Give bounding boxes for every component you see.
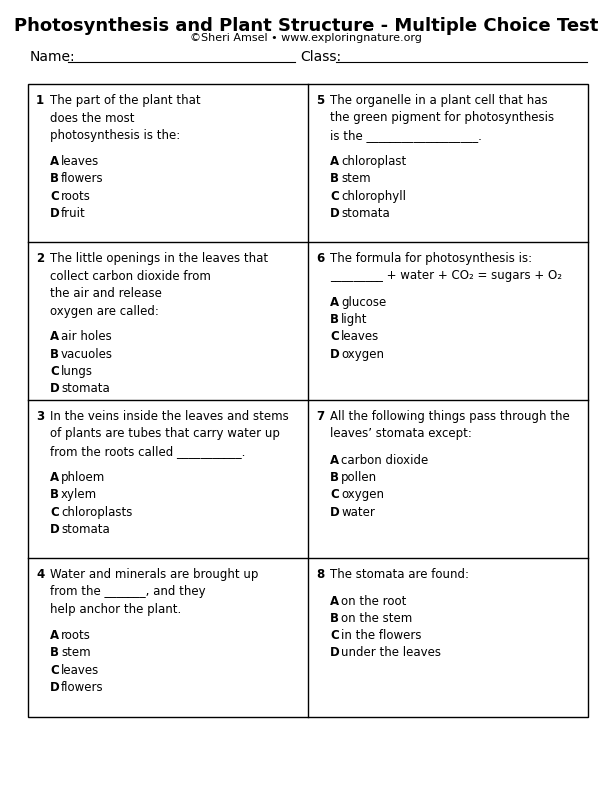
Text: flowers: flowers	[61, 173, 103, 185]
Text: roots: roots	[61, 189, 91, 203]
Text: A: A	[50, 471, 59, 485]
Text: A: A	[330, 455, 339, 467]
Text: roots: roots	[61, 630, 91, 642]
Text: A: A	[330, 155, 339, 169]
Text: B: B	[330, 471, 339, 485]
Text: on the root: on the root	[341, 595, 406, 608]
Text: In the veins inside the leaves and stems
of plants are tubes that carry water up: In the veins inside the leaves and stems…	[50, 410, 289, 458]
Text: stem: stem	[341, 173, 371, 185]
Text: stomata: stomata	[61, 523, 110, 535]
Text: leaves: leaves	[61, 664, 99, 676]
Text: leaves: leaves	[341, 330, 379, 344]
Text: leaves: leaves	[61, 155, 99, 169]
Text: 6: 6	[316, 252, 324, 265]
Text: B: B	[330, 173, 339, 185]
Text: C: C	[330, 330, 339, 344]
Text: 8: 8	[316, 568, 324, 581]
Text: on the stem: on the stem	[341, 612, 412, 625]
Text: C: C	[330, 189, 339, 203]
Text: Photosynthesis and Plant Structure - Multiple Choice Test: Photosynthesis and Plant Structure - Mul…	[14, 17, 598, 35]
Text: D: D	[50, 382, 60, 395]
Text: A: A	[50, 155, 59, 169]
Text: stem: stem	[61, 646, 91, 660]
Text: C: C	[330, 630, 339, 642]
Text: D: D	[50, 207, 60, 219]
Text: 5: 5	[316, 94, 324, 107]
Text: Name:: Name:	[30, 50, 76, 64]
Text: B: B	[50, 489, 59, 501]
Text: chloroplasts: chloroplasts	[61, 505, 132, 519]
Text: fruit: fruit	[61, 207, 86, 219]
Text: A: A	[50, 330, 59, 344]
Text: All the following things pass through the
leaves’ stomata except:: All the following things pass through th…	[330, 410, 570, 440]
Text: B: B	[50, 348, 59, 360]
Text: glucose: glucose	[341, 296, 386, 309]
Text: The stomata are found:: The stomata are found:	[330, 568, 469, 581]
Text: in the flowers: in the flowers	[341, 630, 422, 642]
Text: C: C	[50, 364, 59, 378]
Text: The organelle in a plant cell that has
the green pigment for photosynthesis
is t: The organelle in a plant cell that has t…	[330, 94, 554, 142]
Text: D: D	[330, 207, 340, 219]
Text: 3: 3	[36, 410, 44, 423]
Text: flowers: flowers	[61, 680, 103, 694]
Text: D: D	[330, 348, 340, 360]
Bar	[28, 84, 588, 717]
Text: oxygen: oxygen	[341, 489, 384, 501]
Text: Class:: Class:	[300, 50, 341, 64]
Text: 7: 7	[316, 410, 324, 423]
Text: The formula for photosynthesis is:
_________ + water + CO₂ = sugars + O₂: The formula for photosynthesis is: _____…	[330, 252, 562, 283]
Text: A: A	[330, 595, 339, 608]
Text: ©Sheri Amsel • www.exploringnature.org: ©Sheri Amsel • www.exploringnature.org	[190, 33, 422, 43]
Text: xylem: xylem	[61, 489, 97, 501]
Text: stomata: stomata	[341, 207, 390, 219]
Text: The part of the plant that
does the most
photosynthesis is the:: The part of the plant that does the most…	[50, 94, 201, 142]
Text: light: light	[341, 314, 367, 326]
Text: stomata: stomata	[61, 382, 110, 395]
Text: oxygen: oxygen	[341, 348, 384, 360]
Text: B: B	[50, 173, 59, 185]
Text: 2: 2	[36, 252, 44, 265]
Text: air holes: air holes	[61, 330, 112, 344]
Text: water: water	[341, 505, 375, 519]
Text: pollen: pollen	[341, 471, 377, 485]
Text: vacuoles: vacuoles	[61, 348, 113, 360]
Text: D: D	[330, 646, 340, 660]
Text: D: D	[330, 505, 340, 519]
Text: lungs: lungs	[61, 364, 93, 378]
Text: Water and minerals are brought up
from the _______, and they
help anchor the pla: Water and minerals are brought up from t…	[50, 568, 258, 616]
Text: C: C	[50, 505, 59, 519]
Text: D: D	[50, 523, 60, 535]
Text: 1: 1	[36, 94, 44, 107]
Text: C: C	[50, 664, 59, 676]
Text: phloem: phloem	[61, 471, 105, 485]
Text: B: B	[330, 612, 339, 625]
Text: B: B	[330, 314, 339, 326]
Text: D: D	[50, 680, 60, 694]
Text: A: A	[50, 630, 59, 642]
Text: B: B	[50, 646, 59, 660]
Text: C: C	[50, 189, 59, 203]
Text: 4: 4	[36, 568, 44, 581]
Text: chlorophyll: chlorophyll	[341, 189, 406, 203]
Text: A: A	[330, 296, 339, 309]
Text: under the leaves: under the leaves	[341, 646, 441, 660]
Text: The little openings in the leaves that
collect carbon dioxide from
the air and r: The little openings in the leaves that c…	[50, 252, 268, 318]
Text: C: C	[330, 489, 339, 501]
Text: carbon dioxide: carbon dioxide	[341, 455, 428, 467]
Text: chloroplast: chloroplast	[341, 155, 406, 169]
